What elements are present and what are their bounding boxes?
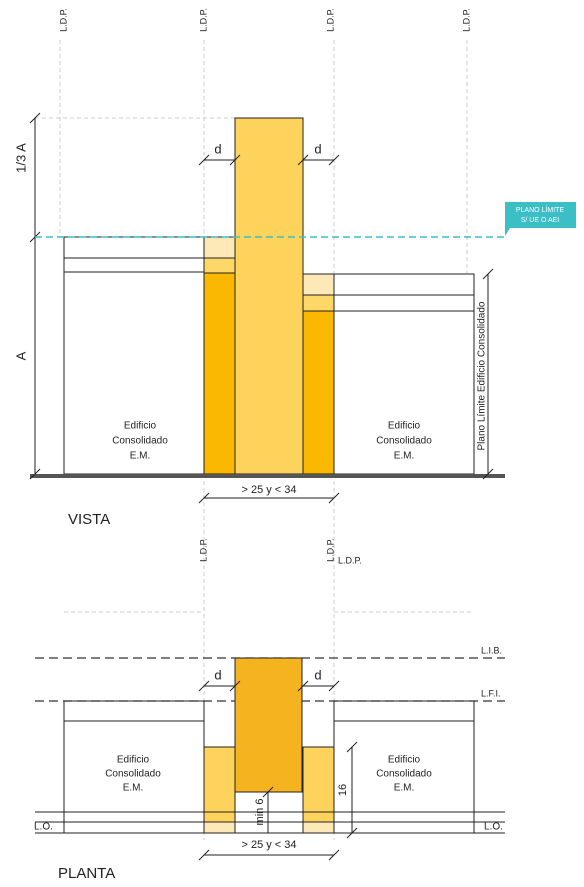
dim-label: d: [214, 141, 221, 156]
ldp-label: L.D.P.: [338, 555, 362, 565]
ldp-label: L.D.P.: [58, 8, 68, 32]
plane-label: S/ UE O AEI: [521, 217, 560, 224]
ldp-label: L.D.P.: [198, 538, 208, 562]
lfi-label: L.F.I.: [481, 688, 501, 698]
building-label: Consolidado: [112, 436, 168, 447]
dim-label: 1/3 A: [13, 143, 28, 173]
dim-label: min 6: [254, 799, 266, 826]
planta: [35, 657, 505, 861]
ldp-label: L.D.P.: [198, 8, 208, 32]
lo-label: L.O.: [34, 822, 53, 833]
dim-label: 16: [337, 784, 349, 796]
width-label: > 25 y < 34: [241, 839, 296, 851]
dim-label: d: [314, 667, 321, 682]
lo-label: L.O.: [484, 822, 503, 833]
dim-label: A: [13, 351, 28, 360]
building-label: Consolidado: [105, 769, 161, 780]
ldp-label: L.D.P.: [325, 538, 335, 562]
plane-label: PLANO LÍMITE: [516, 205, 565, 214]
section-title: VISTA: [68, 511, 110, 528]
building-label: Consolidado: [376, 769, 432, 780]
building-label: Edificio: [117, 755, 150, 766]
section-title: PLANTA: [58, 865, 115, 882]
building-label: E.M.: [130, 451, 151, 462]
building-label: Consolidado: [376, 436, 432, 447]
building-label: Edificio: [388, 421, 421, 432]
building-label: E.M.: [123, 783, 144, 794]
plane-consolidated-label: Plano Límite Edificio Consolidado: [477, 301, 488, 450]
dim-label: d: [214, 667, 221, 682]
vista: [29, 112, 576, 504]
ldp-label: L.D.P.: [461, 8, 471, 32]
lib-label: L.I.B.: [481, 645, 502, 655]
building-label: E.M.: [394, 451, 415, 462]
building-label: E.M.: [394, 783, 415, 794]
ldp-label: L.D.P.: [325, 8, 335, 32]
building-label: Edificio: [388, 755, 421, 766]
building-label: Edificio: [124, 421, 157, 432]
dim-label: d: [314, 141, 321, 156]
width-label: > 25 y < 34: [241, 484, 296, 496]
